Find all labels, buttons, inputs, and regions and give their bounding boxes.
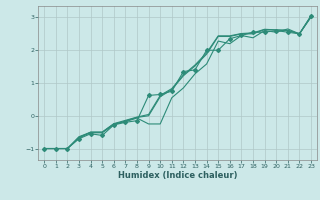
X-axis label: Humidex (Indice chaleur): Humidex (Indice chaleur) (118, 171, 237, 180)
